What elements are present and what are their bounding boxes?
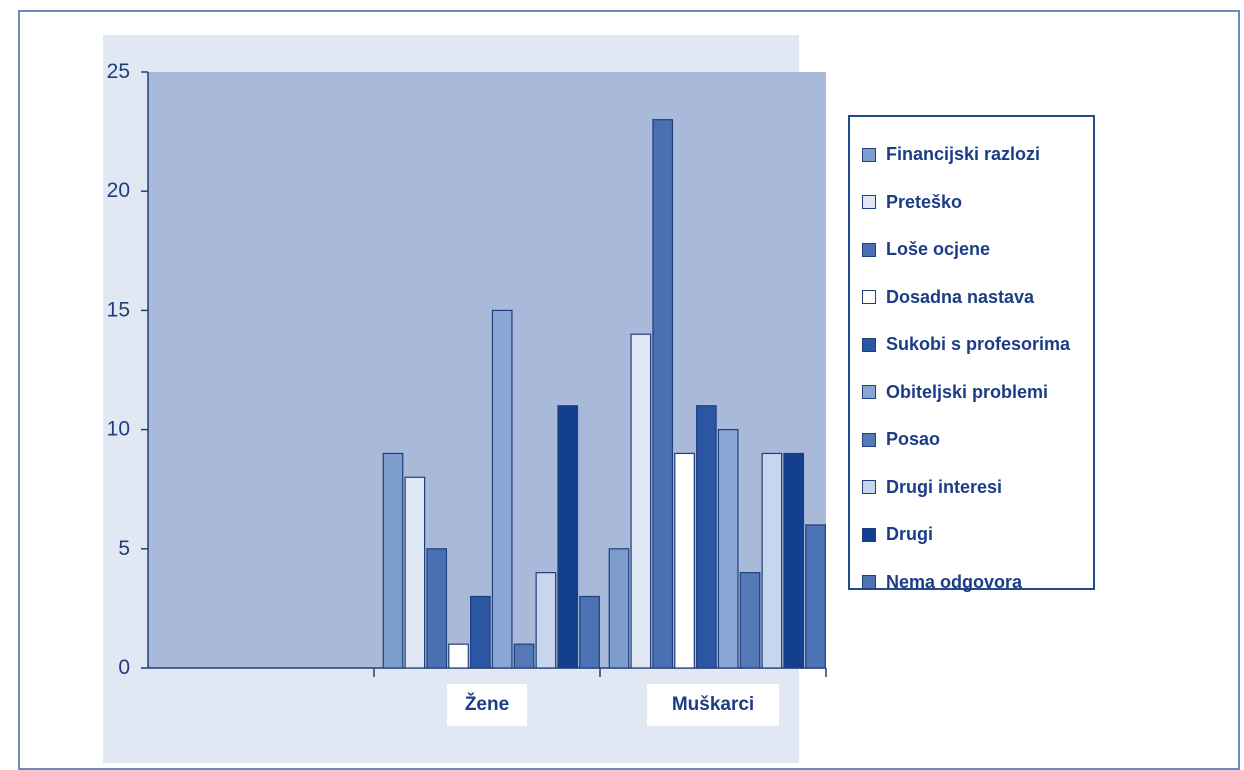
bar-drugi: [783, 452, 805, 669]
legend-swatch: [862, 480, 876, 495]
bar-drugi-interesi: [535, 572, 557, 669]
legend-item: Loše ocjene: [850, 226, 1093, 274]
legend-swatch: [862, 337, 876, 352]
bar-prete-ko: [630, 333, 652, 669]
category-label: Muškarci: [672, 694, 754, 715]
legend-label: Drugi interesi: [886, 476, 1003, 497]
legend-label: Preteško: [886, 191, 963, 212]
y-tick-label: 10: [107, 418, 130, 441]
legend-label: Dosadna nastava: [886, 286, 1035, 307]
bar-lo-e-ocjene: [652, 119, 674, 669]
legend-swatch: [862, 575, 876, 590]
legend-swatch: [862, 242, 876, 257]
bar-nema-odgovora: [579, 595, 600, 669]
y-tick-label: 0: [118, 656, 130, 679]
bar-drugi-interesi: [761, 452, 783, 669]
y-tick-label: 5: [118, 537, 130, 560]
bar-sukobi-s-profesorima: [696, 405, 717, 669]
bar-dosadna-nastava: [674, 452, 695, 669]
legend-label: Posao: [886, 429, 941, 450]
bar-posao: [739, 572, 761, 669]
bar-prete-ko: [404, 476, 426, 669]
y-tick-label: 15: [107, 298, 130, 321]
legend-swatch: [862, 432, 876, 447]
bar-lo-e-ocjene: [426, 548, 448, 669]
legend-label: Financijski razlozi: [886, 144, 1041, 165]
bar-financijski-razlozi: [608, 548, 630, 669]
legend-swatch: [862, 290, 876, 305]
legend-label: Drugi: [886, 524, 933, 545]
legend-item: Drugi interesi: [850, 464, 1093, 512]
legend-item: Sukobi s profesorima: [850, 321, 1093, 369]
legend: Financijski razlozi Preteško Loše ocjene Do…: [848, 115, 1095, 592]
bar-drugi: [557, 405, 579, 669]
legend-item: Posao: [850, 416, 1093, 464]
category-label: Žene: [465, 693, 509, 715]
bar-dosadna-nastava: [448, 643, 469, 669]
category-label-bg: [647, 684, 779, 726]
bar-obiteljski-problemi: [717, 429, 739, 669]
legend-item: Preteško: [850, 179, 1093, 227]
category-label-bg: [447, 684, 527, 726]
bar-nema-odgovora: [805, 524, 826, 669]
legend-swatch: [862, 385, 876, 400]
y-tick-label: 25: [107, 60, 130, 83]
bar-posao: [513, 643, 535, 669]
legend-swatch: [862, 527, 876, 542]
legend-label: Sukobi s profesorima: [886, 334, 1071, 355]
legend-label: Loše ocjene: [886, 239, 991, 260]
legend-item: Drugi: [850, 511, 1093, 559]
y-tick-label: 20: [107, 179, 130, 202]
legend-item: Financijski razlozi: [850, 131, 1093, 179]
bar-obiteljski-problemi: [491, 309, 513, 669]
legend-item: Obiteljski problemi: [850, 369, 1093, 417]
legend-item: Dosadna nastava: [850, 274, 1093, 322]
legend-label: Obiteljski problemi: [886, 381, 1049, 402]
bar-financijski-razlozi: [382, 452, 404, 669]
legend-swatch: [862, 195, 876, 210]
legend-item: Nema odgovora: [850, 559, 1093, 607]
legend-label: Nema odgovora: [886, 571, 1023, 592]
legend-swatch: [862, 147, 876, 162]
bar-sukobi-s-profesorima: [470, 595, 491, 669]
